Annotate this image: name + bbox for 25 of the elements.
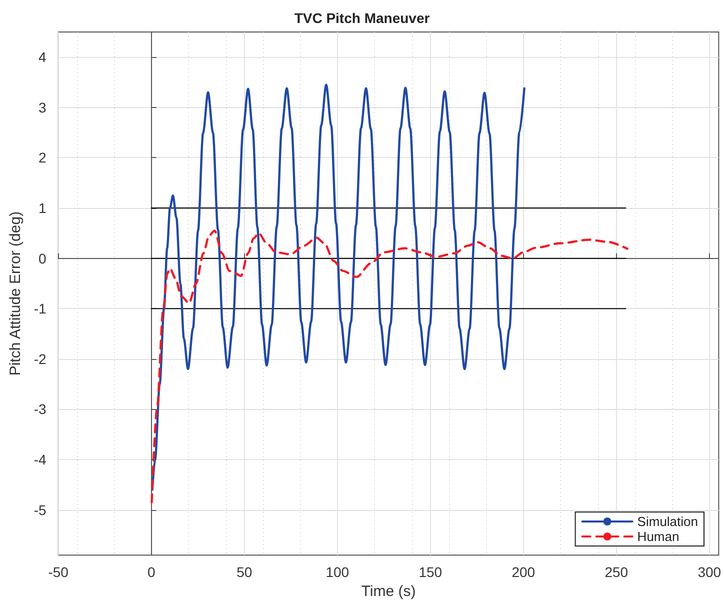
y-tick-label: 4 [38,49,47,66]
y-tick-label: 3 [38,99,47,116]
line-series [151,84,526,491]
y-tick-label: 1 [38,200,47,216]
legend-label: Human [637,529,680,544]
x-tick-label: 250 [604,564,628,580]
y-tick-label: -1 [34,300,47,317]
x-tick-label: 100 [326,564,350,580]
x-axis-title: Time (s) [361,583,416,600]
y-tick-label: 0 [38,250,47,266]
chart-title: TVC Pitch Maneuver [294,10,430,26]
x-tick-label: 50 [236,564,252,580]
y-tick-label: -2 [34,350,47,367]
x-tick-label: -50 [48,564,69,580]
x-tick-label: 300 [698,564,722,580]
legend-label: Simulation [637,514,698,529]
x-tick-label: 0 [147,564,156,580]
y-tick-label: -5 [34,502,47,518]
x-tick-label: 200 [512,564,536,580]
y-tick-label: 2 [38,150,47,166]
y-tick-label: -4 [34,452,47,468]
x-tick-label: 150 [418,564,442,580]
line-series [150,230,628,504]
y-axis-title: Pitch Attitude Error (deg) [7,211,24,376]
y-tick-label: -3 [34,401,47,418]
